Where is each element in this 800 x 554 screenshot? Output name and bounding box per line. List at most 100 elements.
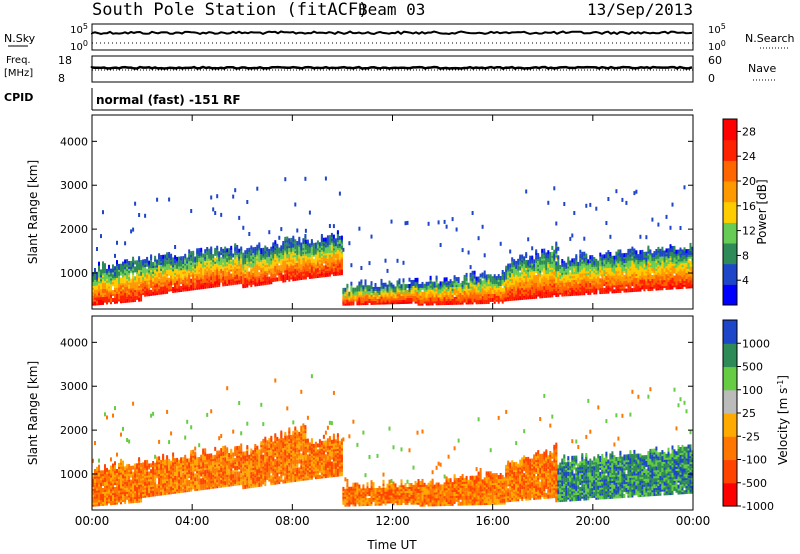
range-cell [465,284,468,289]
range-cell-outlier [94,441,96,445]
range-cell [232,259,235,264]
freq-tick-high: 18 [58,54,72,67]
range-cell-outlier [651,217,654,222]
range-cell [535,290,538,295]
range-cell [419,283,422,288]
range-cell [535,255,538,260]
range-cell [202,253,205,258]
range-cell [284,236,287,241]
range-cell-outlier [445,224,448,229]
range-cell [384,282,387,287]
range-cell [178,288,181,293]
range-cell [232,253,235,258]
colorbar-segment [723,243,737,265]
range-cell [198,248,201,253]
range-cell [216,263,219,268]
range-cell [673,245,676,250]
range-cell [206,247,209,251]
range-cell [386,300,389,305]
range-cell [136,284,139,288]
range-cell-outlier [390,219,393,224]
range-cell [280,245,283,250]
range-cell [555,241,558,246]
range-cell [136,260,139,265]
range-cell [617,275,620,280]
range-cell [268,248,271,253]
range-cell [258,280,261,284]
range-cell [589,278,592,283]
range-cell [517,258,520,263]
range-cell [354,287,357,292]
range-cell [471,274,474,279]
range-cell [537,253,540,258]
range-cell-outlier [499,241,502,246]
range-cell [497,274,500,279]
range-cell-outlier [280,227,283,232]
range-cell [657,268,660,273]
range-cell [188,249,191,254]
range-cell [529,289,532,294]
range-cell [631,260,634,265]
range-cell [132,256,135,261]
range-cell [414,295,417,300]
range-cell [136,290,139,294]
range-cell [465,288,468,293]
cpid-text: normal (fast) -151 RF [96,93,241,107]
range-cell [212,267,215,272]
range-cell [206,274,209,279]
range-cell [326,235,329,240]
range-cell [96,285,98,290]
range-cell [222,270,225,275]
range-cell [104,284,106,289]
range-cell [683,247,686,252]
range-cell [298,272,301,277]
range-cell [310,256,313,261]
range-cell [168,252,171,256]
range-cell [200,253,203,258]
range-cell [531,255,534,260]
range-cell [318,252,321,256]
range-cell [609,252,612,256]
range-cell [667,264,670,269]
range-cell [260,275,263,280]
range-cell [152,262,155,266]
range-cell [537,261,540,265]
range-cell [136,295,139,300]
range-cell [519,254,522,259]
range-cell [100,470,102,475]
range-cell [553,283,556,288]
range-cell [158,265,161,270]
range-cell [210,276,213,281]
freq-label-line2: [MHz] [4,68,33,79]
range-cell [543,268,546,273]
range-cell [386,292,389,297]
range-cell [489,274,492,279]
range-cell [294,253,297,258]
range-cell [316,262,319,267]
range-cell [429,275,432,280]
range-cell [142,259,145,264]
range-cell [597,266,600,271]
range-cell [132,296,135,301]
range-cell-outlier [605,221,608,225]
freq-trace [90,65,693,71]
y-tick-label: 4000 [60,135,88,148]
range-cell [629,252,632,257]
range-cell [204,261,207,266]
range-cell [467,282,470,287]
range-cell [493,293,496,298]
range-cell [384,296,387,301]
range-cell [282,274,285,279]
range-cell [316,240,319,245]
range-cell [94,484,96,489]
range-cell [447,281,450,286]
range-cell [130,278,133,283]
range-cell [212,271,215,276]
range-cell [483,270,486,275]
range-cell [106,481,108,486]
range-cell [675,267,678,272]
range-cell-outlier [455,227,458,232]
range-cell [162,276,165,281]
range-cell [102,497,104,502]
